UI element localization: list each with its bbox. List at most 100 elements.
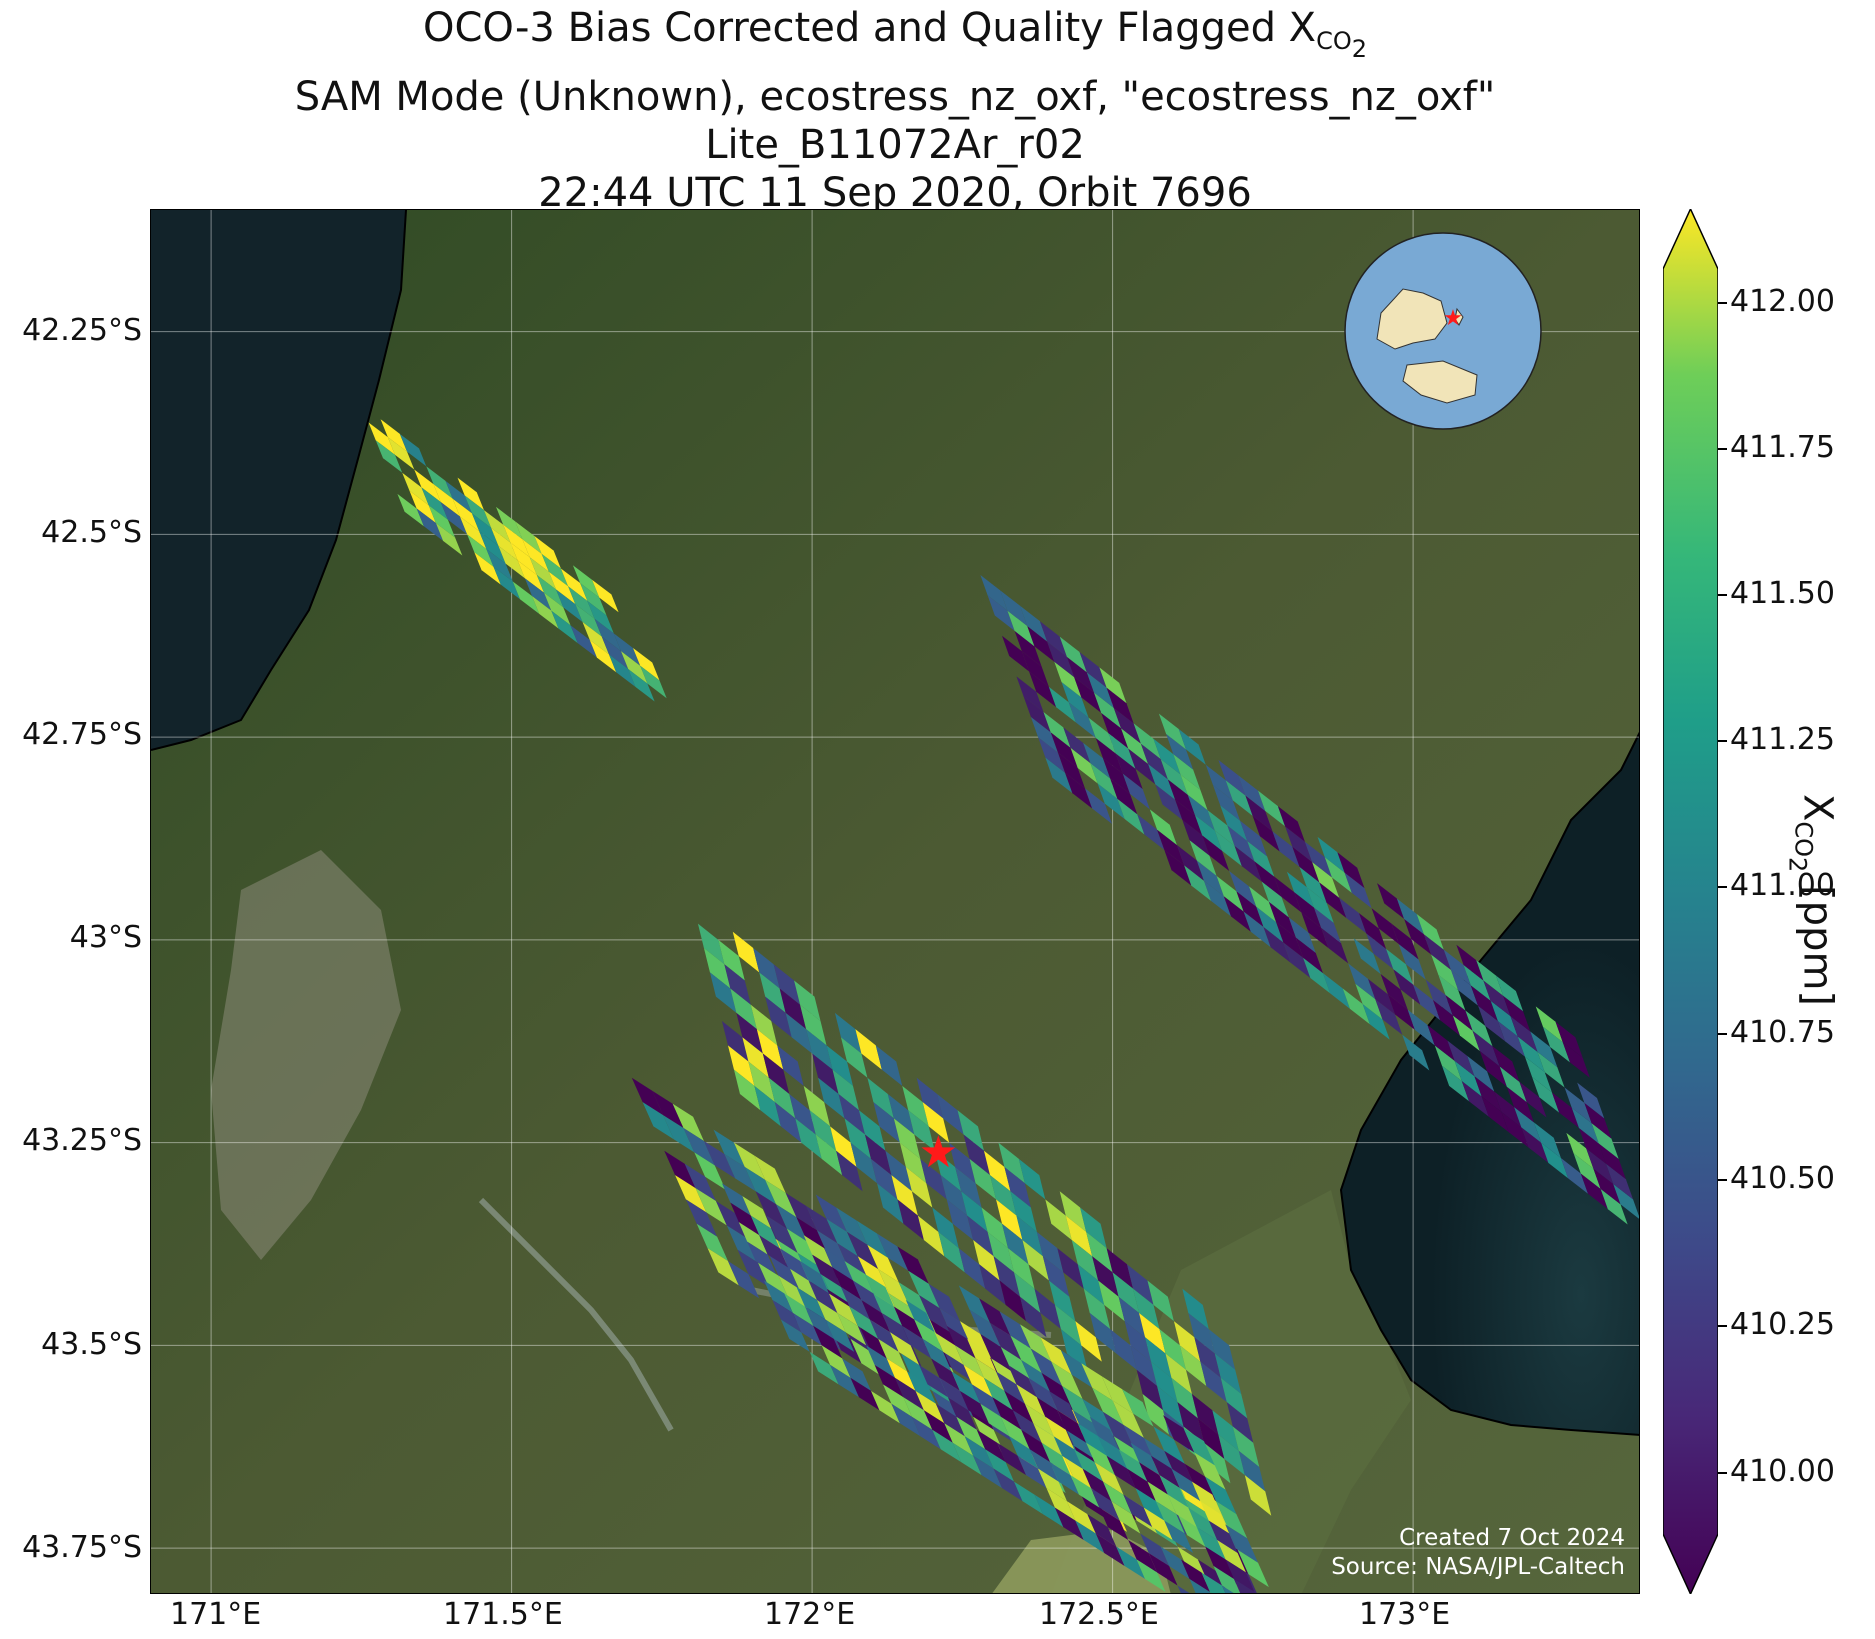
sounding-footprint [860,1327,892,1365]
sounding-footprint [1066,656,1094,693]
sounding-footprint [1299,866,1327,903]
globe-star-icon: ★ [1443,306,1463,331]
sounding-footprint [908,1270,940,1309]
sounding-footprint [483,510,511,543]
sounding-footprint [479,531,506,564]
sounding-footprint [1573,1153,1601,1189]
sounding-footprint [568,586,595,619]
sounding-footprint [980,1334,1012,1372]
sounding-footprint [1519,1081,1547,1118]
sounding-footprint [640,665,667,699]
sounding-footprint [529,557,557,590]
sounding-footprint [1194,1337,1221,1378]
sounding-footprint [1084,788,1112,824]
sounding-footprint [1130,1442,1160,1476]
sounding-footprint [726,1225,759,1263]
sounding-footprint [1201,1572,1226,1593]
sounding-footprint [1212,1410,1239,1451]
sounding-footprint [1494,1091,1522,1128]
sounding-footprint [864,1274,894,1307]
sounding-footprint [1562,1042,1590,1078]
sounding-footprint [1057,1410,1087,1443]
sounding-footprint [840,1287,870,1320]
sounding-footprint [1503,995,1531,1032]
sounding-footprint [1099,667,1127,704]
sounding-footprint [1024,1403,1054,1437]
sounding-footprint [1060,1329,1088,1370]
sounding-footprint [1017,1455,1047,1489]
sounding-footprint [459,516,487,549]
sounding-footprint [1499,1066,1527,1103]
sounding-footprint [795,1118,822,1159]
sounding-footprint [551,610,578,644]
sounding-footprint [1155,1501,1185,1534]
sounding-footprint [779,1248,809,1281]
sounding-footprint [1441,1065,1469,1102]
sounding-footprint [836,1207,868,1245]
title-line-4: 22:44 UTC 11 Sep 2020, Orbit 7696 [538,170,1252,216]
sounding-footprint [905,1299,935,1333]
sounding-footprint [1229,870,1257,907]
sounding-footprint [1082,1398,1114,1437]
sounding-footprint [399,433,427,467]
sounding-footprint [1317,836,1345,873]
sounding-footprint [1115,753,1143,790]
sounding-footprint [642,1102,674,1140]
sounding-footprint [920,1158,947,1200]
cb-tickmark [1718,886,1727,888]
sounding-footprint [541,553,569,587]
sounding-footprint [996,1371,1025,1404]
sounding-footprint [570,625,597,658]
sounding-footprint [1171,1468,1201,1502]
sounding-footprint [493,566,521,600]
sounding-footprint [1028,1377,1058,1411]
sounding-footprint [1470,985,1498,1021]
sounding-footprint [815,1194,847,1232]
sounding-footprint [1102,1411,1135,1450]
sounding-footprint [1510,1016,1538,1052]
sounding-footprint [544,592,571,626]
sounding-footprint [1064,1457,1096,1495]
sounding-footprint [940,1175,968,1216]
sounding-footprint [1000,1416,1030,1450]
sounding-footprint [1277,806,1305,842]
sounding-footprint [486,548,513,582]
sounding-footprint [491,527,518,561]
sounding-footprint [958,1248,986,1289]
colorbar-label: XCO2 [ppm] [1783,793,1841,1007]
map-panel[interactable]: ★ ★ Created 7 Oct 2024 Source: NASA/JPL-… [150,209,1640,1594]
target-marker: ★ [919,1127,958,1178]
sounding-footprint [1098,1280,1125,1322]
sounding-footprint [881,1312,911,1346]
sounding-footprint [768,1077,796,1119]
sounding-footprint [1160,1546,1190,1579]
sounding-footprint [803,1085,831,1127]
sounding-footprint [856,1220,888,1258]
sounding-footprint [891,1403,921,1437]
sounding-footprint [838,1093,865,1135]
sounding-footprint [796,1287,826,1320]
sounding-footprint [773,964,801,1005]
sounding-footprint [808,1280,838,1313]
sounding-footprint [1215,1501,1248,1539]
cb-tickmark [1718,594,1727,596]
sounding-footprint [975,1358,1005,1391]
sounding-footprint [764,1280,793,1313]
sounding-footprint [1159,1475,1189,1508]
sounding-footprint [1243,911,1271,948]
sounding-footprint [1094,1462,1124,1495]
sounding-footprint [1128,748,1156,785]
sounding-footprint [1102,758,1131,794]
sounding-footprint [1244,1475,1272,1516]
sounding-footprint [721,1021,749,1062]
sounding-footprint [917,1215,945,1257]
sounding-footprint [747,1241,777,1275]
sounding-footprint [980,1403,1010,1437]
sounding-footprint [1173,754,1201,790]
sounding-footprint [828,1293,858,1326]
sounding-footprint [510,542,537,575]
sounding-footprint [837,1243,869,1281]
sounding-footprint [1029,671,1057,708]
sounding-footprint [1029,1449,1059,1482]
target-star-icon: ★ [919,1127,958,1178]
